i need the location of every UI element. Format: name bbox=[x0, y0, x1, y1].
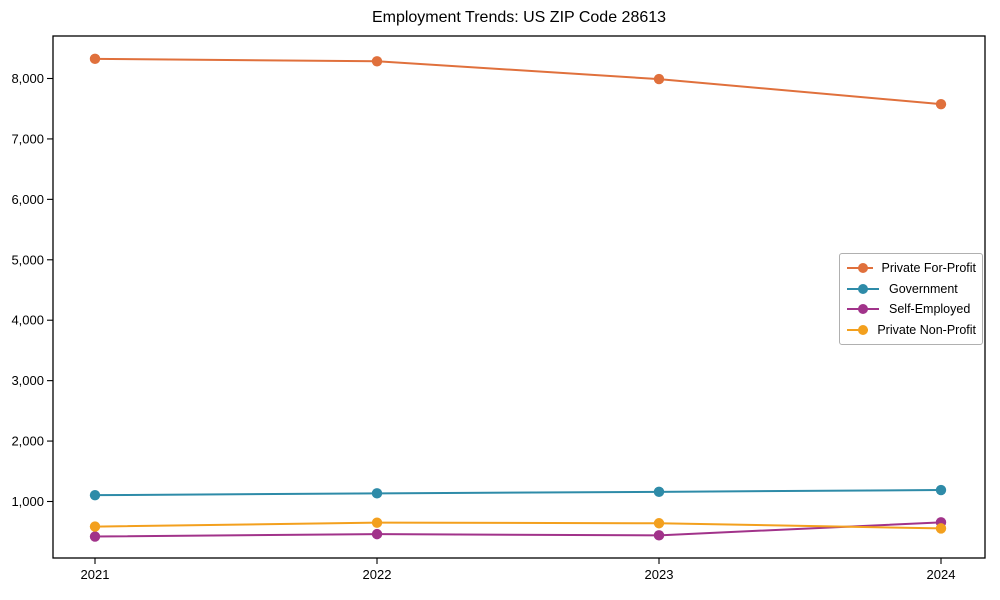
x-tick-label: 2021 bbox=[81, 567, 110, 582]
legend-marker-icon bbox=[847, 283, 879, 294]
plot-border bbox=[52, 35, 986, 559]
legend-marker-icon bbox=[847, 304, 879, 315]
data-point-private-for-profit bbox=[89, 53, 101, 65]
y-tick-label: 7,000 bbox=[11, 131, 44, 146]
legend-label: Government bbox=[889, 281, 958, 296]
data-point-private-non-profit bbox=[935, 523, 947, 534]
data-point-private-non-profit bbox=[371, 517, 383, 528]
data-point-self-employed bbox=[653, 530, 665, 541]
y-tick-label: 3,000 bbox=[11, 373, 44, 388]
y-tick-label: 1,000 bbox=[11, 494, 44, 509]
legend-dot bbox=[858, 304, 868, 315]
x-tick-label: 2024 bbox=[927, 567, 956, 582]
data-point-private-non-profit bbox=[653, 518, 665, 529]
legend-item-self-employed: Self-Employed bbox=[846, 302, 976, 316]
legend-dot bbox=[858, 283, 868, 294]
data-point-government bbox=[935, 484, 947, 496]
legend-marker-icon bbox=[847, 324, 869, 335]
data-point-government bbox=[371, 488, 383, 499]
legend-marker-icon bbox=[847, 263, 873, 274]
data-point-private-non-profit bbox=[89, 521, 101, 532]
data-point-government bbox=[89, 489, 101, 501]
series-line-self-employed bbox=[94, 521, 942, 538]
y-tick-label: 6,000 bbox=[11, 192, 44, 207]
series-line-private-non-profit bbox=[94, 521, 942, 530]
y-tick-label: 5,000 bbox=[11, 252, 44, 267]
legend-item-private-for-profit: Private For-Profit bbox=[846, 261, 976, 275]
x-tick-label: 2022 bbox=[363, 567, 392, 582]
legend-label: Private For-Profit bbox=[881, 261, 976, 276]
legend-label: Self-Employed bbox=[889, 302, 971, 317]
data-point-private-for-profit bbox=[935, 98, 947, 110]
series-line-government bbox=[94, 489, 942, 497]
data-point-private-for-profit bbox=[371, 56, 383, 67]
data-point-government bbox=[653, 486, 665, 498]
y-tick-label: 2,000 bbox=[11, 434, 44, 449]
chart-title: Employment Trends: US ZIP Code 28613 bbox=[371, 9, 667, 26]
y-tick-label: 4,000 bbox=[11, 313, 44, 328]
data-point-self-employed bbox=[89, 531, 101, 542]
series-line-private-for-profit bbox=[94, 57, 942, 106]
legend-label: Private Non-Profit bbox=[877, 322, 976, 337]
data-point-self-employed bbox=[371, 528, 383, 540]
legend-item-private-non-profit: Private Non-Profit bbox=[846, 323, 976, 337]
legend-item-government: Government bbox=[846, 282, 976, 296]
y-tick-label: 8,000 bbox=[11, 71, 44, 86]
x-tick-label: 2023 bbox=[645, 567, 674, 582]
data-point-private-for-profit bbox=[653, 73, 665, 85]
legend: Private For-Profit Government Self-Employe… bbox=[839, 253, 983, 345]
legend-dot bbox=[858, 263, 868, 274]
legend-dot bbox=[858, 324, 868, 335]
